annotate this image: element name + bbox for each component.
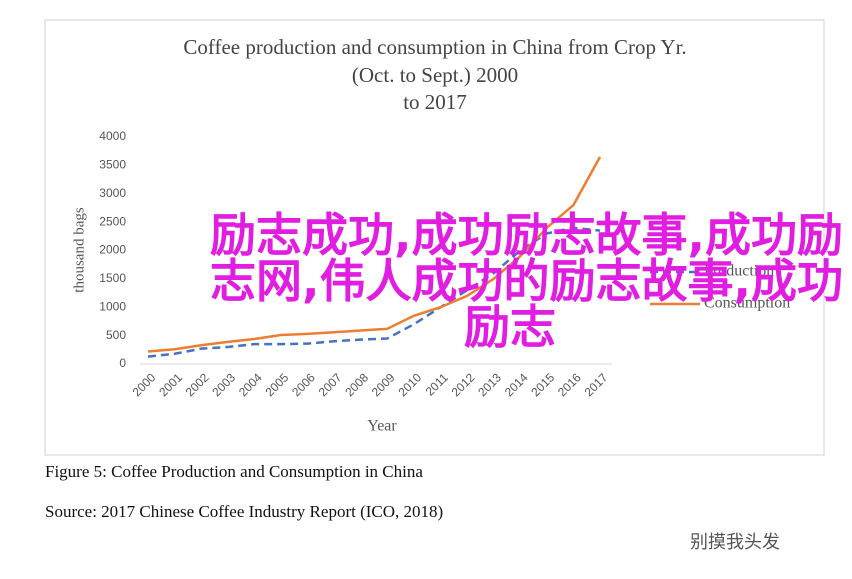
x-axis-label: Year xyxy=(367,418,397,435)
y-tick-label: 2500 xyxy=(99,214,126,228)
source-note: Source: 2017 Chinese Coffee Industry Rep… xyxy=(45,502,444,521)
chart-title: to 2017 xyxy=(403,90,467,114)
figure-caption: Figure 5: Coffee Production and Consumpt… xyxy=(45,462,423,481)
overlay-line: 励志成功,成功励志故事,成功励 xyxy=(210,208,843,262)
chart-title: (Oct. to Sept.) 2000 xyxy=(352,63,518,87)
y-tick-label: 3500 xyxy=(99,158,126,172)
legend-label: Production xyxy=(704,263,774,280)
y-tick-label: 0 xyxy=(119,356,126,370)
y-tick-label: 3000 xyxy=(99,186,126,200)
legend-label: Consumption xyxy=(704,295,790,312)
overlay-text: 励志成功,成功励志故事,成功励 志网,伟人成功的励志故事,成功 励志 xyxy=(210,208,843,354)
y-tick-label: 4000 xyxy=(99,129,126,143)
chart-title: Coffee production and consumption in Chi… xyxy=(183,35,686,59)
data-line xyxy=(147,156,602,353)
y-axis-label: thousand bags xyxy=(71,207,87,293)
chart-frame xyxy=(44,19,825,456)
y-tick-label: 1500 xyxy=(99,271,126,285)
data-line xyxy=(147,226,601,358)
y-tick-label: 500 xyxy=(106,328,126,342)
overlay-line: 志网,伟人成功的励志故事,成功 xyxy=(210,254,843,308)
y-tick-label: 1000 xyxy=(99,299,126,313)
overlay-line: 励志 xyxy=(464,300,556,354)
watermark: 别摸我头发 xyxy=(690,532,780,553)
y-tick-label: 2000 xyxy=(99,243,126,257)
